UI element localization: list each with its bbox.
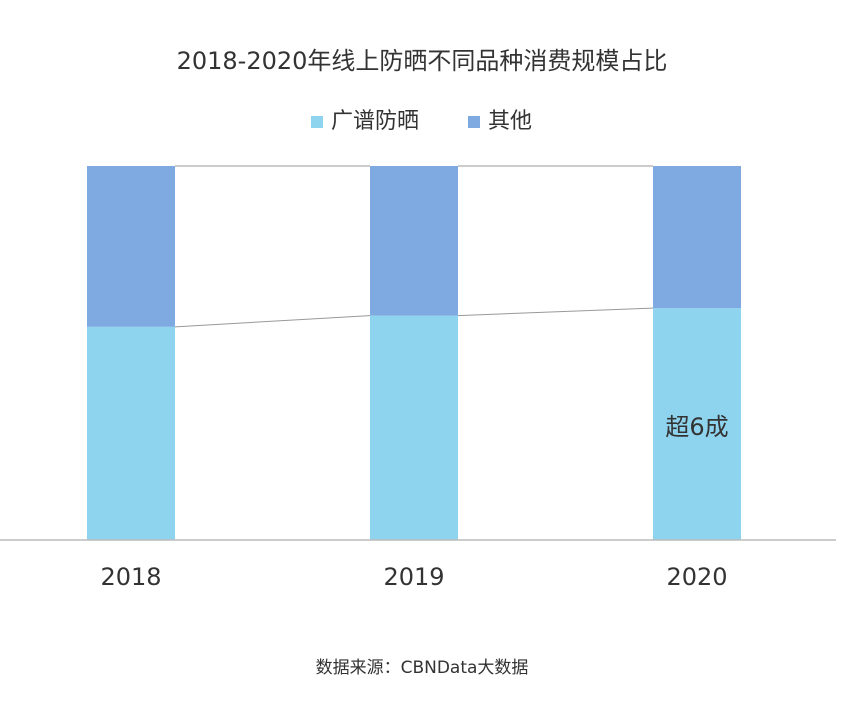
bar-segment xyxy=(653,166,741,309)
x-tick-label: 2018 xyxy=(100,563,161,591)
bar-segment xyxy=(653,308,741,540)
connector-line xyxy=(174,315,371,328)
bar-segment xyxy=(370,315,458,540)
bar-segment xyxy=(87,166,175,327)
legend-swatch xyxy=(468,116,480,128)
connector-line xyxy=(457,307,654,317)
legend-swatch xyxy=(311,116,323,128)
chart-title: 2018-2020年线上防晒不同品种消费规模占比 xyxy=(177,47,668,75)
legend-label: 广谱防晒 xyxy=(331,109,419,134)
source-note: 数据来源：CBNData大数据 xyxy=(316,658,529,678)
x-tick-label: 2019 xyxy=(383,563,444,591)
bar-segment xyxy=(370,166,458,316)
bar-segment xyxy=(87,326,175,540)
x-tick-label: 2020 xyxy=(666,563,727,591)
legend-label: 其他 xyxy=(488,109,532,134)
annotation: 超6成 xyxy=(665,413,728,441)
